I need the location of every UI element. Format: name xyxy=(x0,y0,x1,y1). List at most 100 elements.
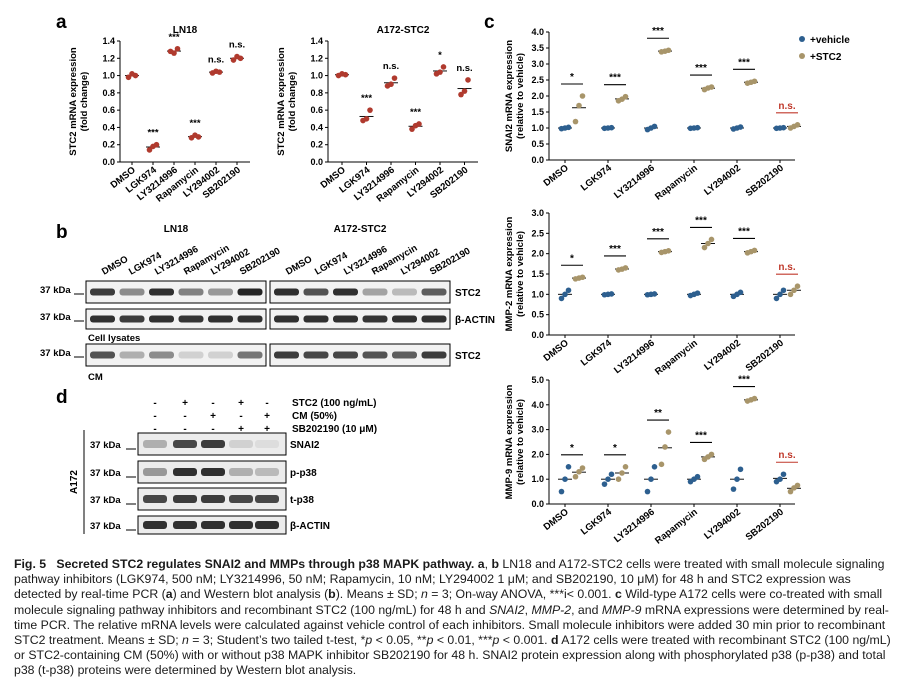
blot-d-band xyxy=(143,468,167,476)
blot-b-band xyxy=(303,315,329,323)
c1-y-axis-label: (relative to vehicle) xyxy=(515,53,526,139)
blot-d-marker-label: 37 kDa xyxy=(90,521,121,532)
blot-b-band xyxy=(392,315,417,323)
a2-data-point xyxy=(458,91,464,98)
panel-letter-c: c xyxy=(484,12,495,33)
c1-data-point xyxy=(651,123,658,130)
c3-y-tick-label: 5.0 xyxy=(531,375,544,385)
a2-y-tick-label: 1.4 xyxy=(310,36,323,46)
blot-b-band xyxy=(333,288,358,296)
blot-b-band xyxy=(119,315,145,323)
c2-y-tick-label: 2.5 xyxy=(531,228,544,238)
blot-d-band xyxy=(201,440,225,448)
c3-significance-label: * xyxy=(613,443,617,454)
blot-d-condition-label: STC2 (100 ng/mL) xyxy=(292,398,376,409)
c3-significance-label: n.s. xyxy=(778,450,795,461)
a1-data-point xyxy=(153,141,160,148)
blot-b-band xyxy=(303,288,329,296)
c1-significance-label: *** xyxy=(738,57,750,68)
a1-significance-label: n.s. xyxy=(229,40,245,51)
c1-y-tick-label: 3.0 xyxy=(531,59,544,69)
blot-b-band xyxy=(149,288,174,296)
c3-data-point xyxy=(622,464,629,470)
a2-y-tick-label: 0.4 xyxy=(310,122,323,132)
c2-data-point xyxy=(608,291,615,297)
c2-data-point xyxy=(787,291,794,298)
a2-significance-label: * xyxy=(438,50,442,61)
c2-data-point xyxy=(737,289,744,296)
a2-y-tick-label: 1.0 xyxy=(310,71,323,81)
panel-letter-a: a xyxy=(56,12,67,33)
blot-d-condition-sign: + xyxy=(264,411,270,422)
blot-d-band xyxy=(173,495,197,503)
c1-y-tick-label: 4.0 xyxy=(531,27,544,37)
blot-d-band-label: β-ACTIN xyxy=(290,521,330,532)
c3-data-point xyxy=(665,429,672,435)
c2-x-tick-label: SB202190 xyxy=(744,338,786,374)
c3-data-point xyxy=(658,461,665,468)
c2-x-tick-label: LY294002 xyxy=(702,338,743,373)
blot-b-cell-lysates-label: Cell lysates xyxy=(88,333,140,344)
blot-d-band-label: SNAI2 xyxy=(290,440,320,451)
blot-b-band-label: β-ACTIN xyxy=(455,315,495,326)
c2-data-point xyxy=(791,287,797,294)
a1-y-tick-label: 0.0 xyxy=(102,157,115,167)
c3-data-point xyxy=(579,465,586,471)
a1-y-tick-label: 0.2 xyxy=(102,140,115,150)
a2-data-point xyxy=(388,81,394,88)
blot-d-cell-label: A172 xyxy=(69,470,80,494)
c2-x-tick-label: DMSO xyxy=(542,338,571,364)
a1-data-point xyxy=(237,55,244,62)
c3-x-tick-label: LY3214996 xyxy=(612,507,657,545)
blot-d-band xyxy=(229,468,253,476)
c1-data-point xyxy=(576,102,582,109)
a1-data-point xyxy=(174,45,181,52)
c2-significance-label: *** xyxy=(695,215,707,226)
c3-data-point xyxy=(558,488,565,495)
blot-b-band xyxy=(333,351,358,359)
a1-y-tick-label: 0.4 xyxy=(102,122,115,132)
c1-data-point xyxy=(694,124,701,131)
blot-b-band xyxy=(208,288,233,296)
blot-b-band xyxy=(392,288,417,296)
c3-y-tick-label: 0.0 xyxy=(531,499,544,509)
c3-x-tick-label: LGK974 xyxy=(579,506,615,537)
a1-y-tick-label: 0.6 xyxy=(102,105,115,115)
blot-d-condition-sign: - xyxy=(265,398,268,409)
blot-b-band xyxy=(119,351,145,359)
blot-d-condition-sign: - xyxy=(153,424,156,435)
c1-x-tick-label: LY3214996 xyxy=(612,163,657,201)
blot-b-frame xyxy=(269,280,451,304)
blot-d-band xyxy=(143,440,167,448)
c3-data-point xyxy=(608,471,615,478)
blot-d-band xyxy=(201,468,225,476)
c1-y-tick-label: 3.5 xyxy=(531,43,544,53)
a2-data-point xyxy=(440,64,447,70)
blot-b-marker-label: 37 kDa xyxy=(40,285,71,296)
blot-b-frame xyxy=(269,308,451,330)
blot-b-band xyxy=(421,315,447,323)
blot-d-condition-label: CM (50%) xyxy=(292,411,337,422)
blot-b-band xyxy=(237,315,263,323)
c2-significance-label: *** xyxy=(609,244,621,255)
c3-data-point xyxy=(708,451,715,458)
caption-figure-number: Fig. 5 xyxy=(14,557,47,571)
c1-data-point xyxy=(751,78,758,85)
blot-b-band xyxy=(90,288,115,296)
c3-x-tick-label: Rapamycin xyxy=(653,507,700,547)
panel-letter-b: b xyxy=(56,222,68,243)
a1-y-tick-label: 1.4 xyxy=(102,36,115,46)
blot-b-band xyxy=(421,351,447,359)
c1-y-axis-label: SNAI2 mRNA expression xyxy=(504,40,515,152)
a1-significance-label: *** xyxy=(147,128,158,139)
c2-y-tick-label: 0.5 xyxy=(531,310,544,320)
c3-y-tick-label: 3.0 xyxy=(531,425,544,435)
blot-b-band xyxy=(208,315,233,323)
c3-data-point xyxy=(615,476,622,483)
c2-data-point xyxy=(777,291,783,298)
blot-d-condition-sign: + xyxy=(264,424,270,435)
c3-data-point xyxy=(787,488,794,495)
blot-b-cm-label: CM xyxy=(88,372,103,383)
c2-y-tick-label: 3.0 xyxy=(531,208,544,218)
blot-b-band xyxy=(237,351,263,359)
